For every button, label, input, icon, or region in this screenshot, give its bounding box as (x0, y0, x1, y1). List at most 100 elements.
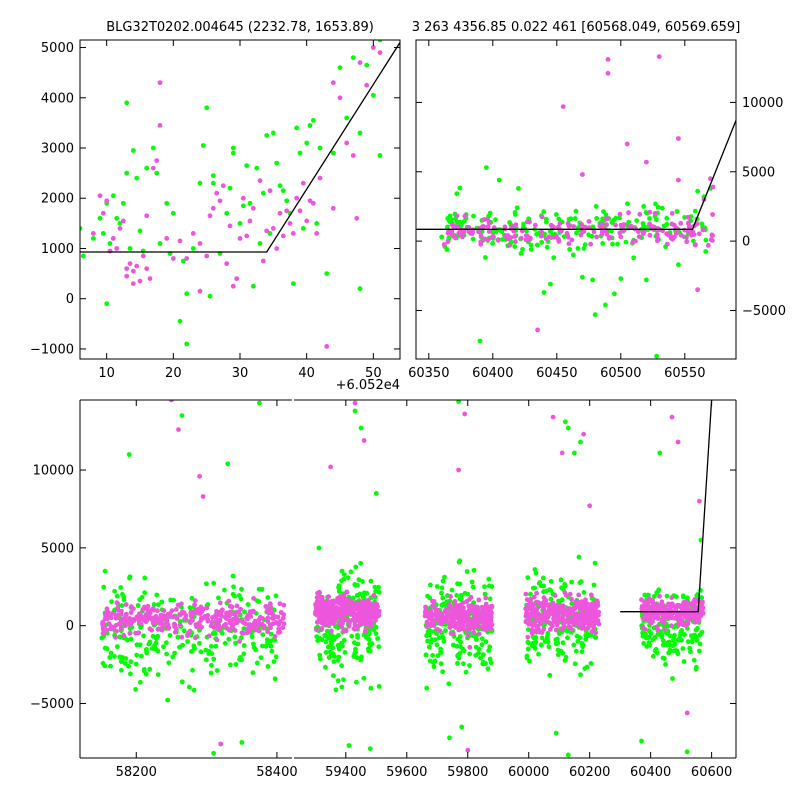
data-point (646, 640, 652, 646)
x-tick-label: 60400 (472, 366, 513, 381)
data-point (122, 661, 128, 666)
data-point (474, 613, 480, 618)
data-point (450, 642, 456, 648)
data-point (678, 232, 684, 238)
data-point (364, 62, 370, 68)
data-point (592, 560, 598, 566)
data-point (126, 663, 131, 669)
data-point (686, 229, 691, 235)
data-point (539, 229, 545, 235)
data-point (705, 243, 711, 248)
data-point (669, 211, 675, 216)
data-point (244, 163, 250, 169)
data-point (102, 645, 108, 651)
data-point (261, 625, 266, 631)
data-point (559, 627, 565, 632)
data-point (337, 594, 343, 600)
data-point (476, 229, 482, 235)
data-point (228, 609, 233, 615)
data-point (691, 238, 696, 244)
data-point (354, 655, 360, 661)
data-point (294, 195, 300, 201)
data-point (339, 684, 345, 690)
data-point (136, 630, 142, 636)
data-point (483, 601, 489, 607)
data-point (197, 288, 203, 294)
data-point (121, 594, 127, 600)
data-point (583, 617, 589, 622)
data-point (652, 594, 657, 599)
data-point (134, 175, 140, 181)
data-point (454, 224, 460, 229)
data-point (280, 188, 286, 194)
data-point (104, 198, 110, 204)
data-point (569, 601, 575, 607)
data-point (613, 215, 619, 221)
data-point (685, 214, 691, 220)
data-point (355, 624, 360, 629)
data-point (247, 622, 253, 627)
x-tick-label: 10 (98, 366, 115, 381)
data-point (431, 599, 437, 604)
data-point (208, 643, 214, 649)
data-point (358, 606, 363, 612)
data-point (461, 648, 467, 654)
data-point (605, 70, 611, 76)
data-point (372, 584, 378, 590)
data-point (157, 123, 163, 128)
data-point (107, 655, 113, 660)
y-tick-label: −5000 (742, 304, 786, 319)
data-point (653, 615, 659, 620)
data-point (143, 648, 149, 653)
data-point (436, 635, 442, 641)
data-point (307, 198, 313, 204)
data-point (128, 636, 134, 642)
data-point (371, 592, 377, 598)
data-point (341, 677, 346, 682)
data-point (156, 602, 161, 607)
data-point (525, 646, 531, 652)
data-point (179, 413, 185, 418)
data-point (330, 80, 336, 86)
data-point (232, 628, 238, 633)
data-point (456, 220, 461, 225)
data-point (344, 115, 350, 121)
data-point (107, 241, 113, 246)
data-point (505, 233, 511, 238)
data-point (541, 595, 547, 601)
data-point (536, 600, 542, 606)
data-point (643, 635, 649, 641)
data-point (655, 204, 661, 210)
bottom-data-layer (99, 400, 713, 758)
data-point (151, 607, 157, 613)
data-point (454, 593, 460, 598)
data-point (154, 170, 160, 176)
data-point (90, 236, 96, 241)
data-point (359, 654, 364, 660)
data-point (684, 234, 689, 240)
data-point (566, 241, 572, 247)
data-point (118, 608, 124, 614)
data-point (211, 656, 217, 662)
data-point (157, 241, 163, 246)
data-point (664, 593, 670, 599)
data-point (187, 620, 193, 625)
data-point (697, 641, 703, 647)
data-point (474, 637, 479, 642)
data-point (232, 593, 238, 599)
data-point (172, 624, 178, 630)
data-point (532, 567, 538, 572)
data-point (541, 626, 547, 632)
data-point (486, 576, 492, 582)
data-point (645, 592, 651, 598)
data-point (641, 223, 647, 229)
data-point (203, 657, 209, 663)
data-point (429, 611, 435, 617)
data-point (641, 204, 647, 209)
data-point (325, 615, 331, 621)
data-point (211, 750, 217, 756)
data-point (447, 735, 452, 741)
data-point (538, 603, 544, 609)
data-point (460, 229, 466, 235)
data-point (605, 57, 611, 62)
